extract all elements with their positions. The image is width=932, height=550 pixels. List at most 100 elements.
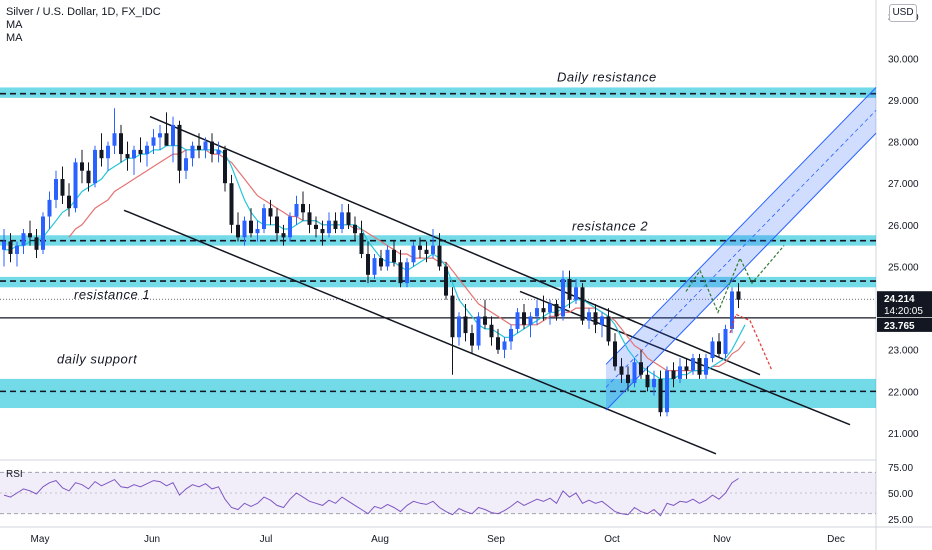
candle-body — [736, 291, 741, 300]
time-axis-tick: Aug — [371, 534, 389, 545]
candle-body — [496, 337, 500, 350]
candle-body — [723, 328, 728, 354]
time-axis-tick: Nov — [713, 534, 731, 545]
rsi-axis-tick: 75.00 — [888, 463, 913, 474]
candle-body — [47, 199, 52, 217]
symbol-title: Silver / U.S. Dollar, 1D, FX_IDC — [6, 6, 161, 18]
candle-body — [34, 237, 39, 250]
zone-band — [0, 378, 876, 409]
channel-lower-line — [123, 209, 717, 455]
ma-indicator-label[interactable]: MA — [6, 32, 23, 44]
ascending-channel-median — [605, 110, 877, 388]
candle-body — [437, 245, 442, 267]
bullish-projection-path — [685, 245, 785, 314]
candle-body — [502, 341, 507, 350]
candle-body — [67, 195, 71, 209]
candle-body — [632, 362, 637, 384]
candle-body — [190, 145, 195, 159]
zone-band — [0, 87, 876, 98]
candle-body — [275, 216, 279, 234]
price-axis-tick: 23.000 — [888, 346, 919, 357]
currency-button[interactable]: USD — [889, 4, 917, 22]
candle-body — [431, 245, 435, 254]
candle-body — [145, 145, 149, 155]
candle-body — [106, 145, 110, 159]
candle-body — [268, 208, 273, 217]
price-axis-tick: 21.000 — [888, 429, 919, 440]
candle-body — [470, 333, 474, 346]
candle-body — [379, 258, 383, 267]
ascending-channel-lower — [605, 132, 877, 411]
candle-body — [619, 366, 624, 375]
candle-body — [372, 258, 377, 275]
candle-body — [554, 303, 559, 317]
candle-body — [483, 316, 487, 325]
price-axis-tick: 22.000 — [888, 387, 919, 398]
time-axis-tick: Jun — [144, 534, 160, 545]
zone-band — [0, 235, 876, 246]
candle-body — [697, 358, 702, 375]
candle-body — [112, 133, 117, 146]
candle-body — [671, 370, 676, 379]
candle-body — [574, 287, 578, 300]
candle-body — [385, 249, 390, 267]
candle-body — [730, 291, 734, 329]
time-axis-tick: Oct — [604, 534, 620, 545]
chart-legend: Silver / U.S. Dollar, 1D, FX_IDC MA MA — [6, 6, 161, 45]
ascending-channel-upper — [605, 87, 877, 365]
zone-label: resistance 2 — [572, 219, 648, 234]
candle-body — [548, 303, 552, 313]
candle-body — [613, 341, 617, 367]
candle-body — [457, 316, 461, 338]
zone-band — [0, 276, 876, 288]
candle-body — [405, 262, 409, 284]
price-axis-tick: 29.000 — [888, 96, 919, 107]
zone-label: resistance 1 — [74, 287, 150, 302]
candle-body — [535, 308, 539, 317]
candle-body — [93, 149, 97, 184]
candle-body — [710, 341, 715, 359]
rsi-indicator-label[interactable]: RSI — [6, 469, 23, 480]
candle-body — [54, 179, 58, 200]
candle-body — [203, 141, 208, 150]
rsi-line — [3, 478, 739, 517]
candle-body — [691, 358, 695, 371]
candle-body — [489, 324, 494, 338]
candle-body — [327, 220, 331, 234]
candle-body — [639, 362, 643, 375]
level-price-value: 23.765 — [884, 321, 915, 332]
candle-body — [229, 183, 234, 225]
candle-body — [320, 229, 325, 234]
candle-body — [249, 220, 253, 234]
ma-slow-line — [68, 149, 746, 372]
bar-countdown: 14:20:05 — [884, 306, 923, 317]
ma-indicator-label[interactable]: MA — [6, 19, 23, 31]
candle-body — [281, 233, 286, 238]
candle-body — [333, 220, 338, 229]
ascending-channel-fill — [606, 87, 876, 411]
zone-label: Daily resistance — [557, 70, 657, 85]
candle-body — [177, 124, 182, 171]
candle-body — [665, 370, 669, 413]
rsi-axis-tick: 50.00 — [888, 489, 913, 500]
candle-body — [151, 137, 156, 146]
candle-body — [164, 133, 169, 146]
candle-body — [678, 366, 682, 379]
price-axis-tick: 28.000 — [888, 138, 919, 149]
time-axis-tick: Sep — [487, 534, 505, 545]
candle-body — [216, 149, 221, 155]
bearish-projection-path — [729, 313, 773, 371]
candle-body — [561, 278, 565, 317]
candle-body — [132, 149, 136, 159]
candle-body — [418, 245, 422, 250]
trend-line — [519, 290, 851, 426]
candle-body — [28, 233, 32, 238]
price-axis-tick: 30.000 — [888, 54, 919, 65]
candle-body — [528, 316, 533, 325]
candle-body — [606, 316, 611, 342]
candle-body — [717, 341, 721, 354]
candle-body — [262, 208, 266, 229]
candle-body — [626, 374, 630, 384]
